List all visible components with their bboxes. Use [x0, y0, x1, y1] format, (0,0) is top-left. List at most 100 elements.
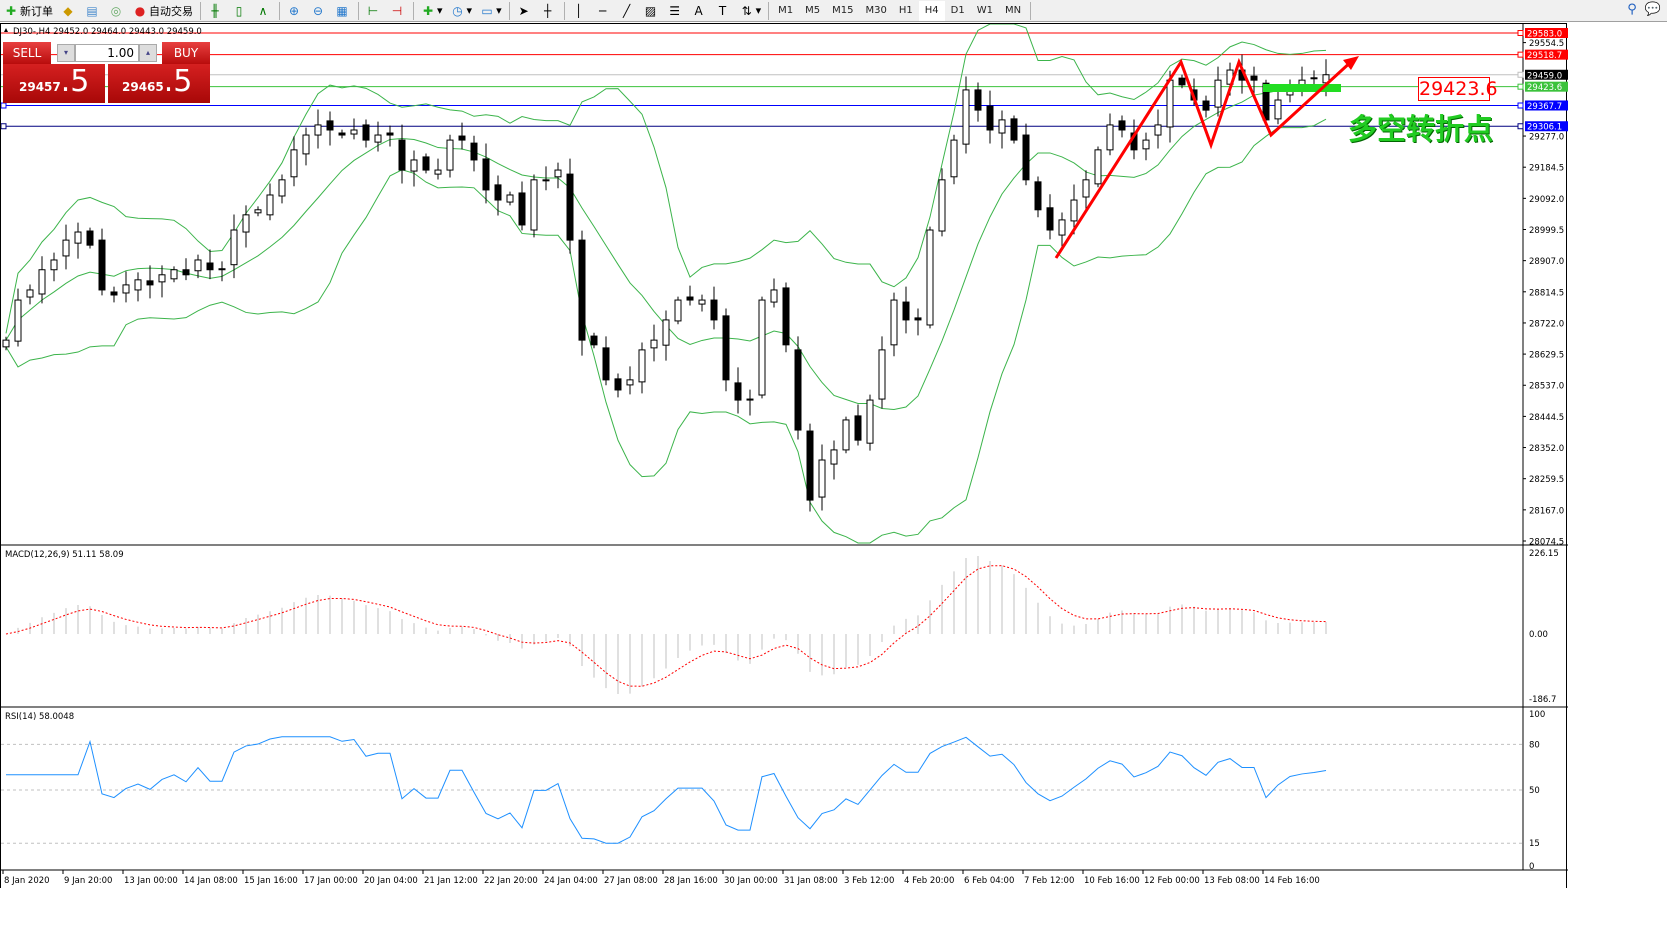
templates-button[interactable]: ▭ ▾ [481, 3, 502, 18]
candle-body [170, 269, 178, 280]
chart-canvas[interactable]: 29583.0 29518.7 29459.0 29423.6 29367.7 29306… [1, 24, 1568, 889]
timeframe-h1[interactable]: H1 [898, 4, 913, 16]
separator [508, 1, 510, 20]
price-level-label: 29367.7 [1527, 102, 1562, 112]
chart-menu-icon[interactable] [4, 28, 8, 32]
candle-body [2, 339, 10, 348]
zoom-out-icon: ⊖ [312, 3, 324, 18]
timeframe-h4[interactable]: H4 [918, 0, 945, 21]
time-tick-label: 9 Jan 20:00 [64, 876, 112, 886]
macd-tick-label: 0.00 [1529, 630, 1548, 640]
candle-body [446, 139, 454, 171]
trend-arrow-line [1054, 57, 1355, 259]
arrows-button[interactable]: ⇅ ▾ [741, 3, 762, 18]
level-handle[interactable] [1517, 123, 1524, 130]
toolbar: ✚ 新订单 ◆ ▤ ◎ ● 自动交易 ╫ ▯ ∧ ⊕ ⊖ ▦ ⊢ ⊣ ✚ ▾ ◷ ▾ ▭… [0, 0, 1667, 22]
candle-body [122, 284, 130, 294]
level-handle[interactable] [1517, 102, 1524, 109]
search-icon[interactable]: ⚲ [1627, 2, 1637, 17]
buy-button[interactable]: BUY [162, 42, 210, 64]
macd-label: MACD(12,26,9) 51.11 58.09 [5, 550, 124, 560]
time-tick-label: 31 Jan 08:00 [784, 876, 838, 886]
timeframe-mn[interactable]: MN [1004, 4, 1022, 16]
level-handle[interactable] [1517, 51, 1524, 58]
bar-chart-icon: ╫ [211, 3, 219, 18]
timeframe-m30[interactable]: M30 [865, 4, 887, 16]
market-watch-button[interactable]: ◆ [57, 1, 81, 21]
time-tick-label: 3 Feb 12:00 [844, 876, 894, 886]
lot-increase-button[interactable]: ▴ [139, 44, 157, 62]
candle-body [962, 89, 970, 145]
periods-button[interactable]: ◷ ▾ [452, 3, 473, 18]
timeframe-w1[interactable]: W1 [976, 4, 993, 16]
candle-body [782, 287, 790, 346]
candle-body [1046, 207, 1054, 231]
lot-input[interactable]: 1.00 [75, 44, 139, 62]
timeframe-m1[interactable]: M1 [778, 4, 794, 16]
candle-body [1058, 219, 1066, 236]
line-chart-icon: ∧ [258, 3, 268, 18]
auto-trading-button[interactable]: ● 自动交易 [134, 3, 193, 18]
separator [1030, 1, 1032, 20]
level-handle[interactable] [1, 102, 7, 109]
line-chart-button[interactable]: ∧ [252, 1, 276, 21]
autoscroll-button[interactable]: ⊣ [386, 1, 410, 21]
chart-window[interactable]: 29583.0 29518.7 29459.0 29423.6 29367.7 29306… [0, 23, 1568, 889]
price-tick-label: 29092.0 [1529, 195, 1564, 205]
candle-body [290, 149, 298, 178]
fibo-lines-button[interactable]: ☰ [664, 1, 688, 21]
text-label-button[interactable]: T [712, 1, 736, 21]
tile-windows-button[interactable]: ▦ [331, 1, 355, 21]
candlestick-button[interactable]: ▯ [228, 1, 252, 21]
zoom-out-button[interactable]: ⊖ [307, 1, 331, 21]
candle-body [206, 262, 214, 271]
sell-price[interactable]: 29457.5 [3, 64, 105, 103]
trendline-button[interactable]: ╱ [616, 1, 640, 21]
lot-decrease-button[interactable]: ▾ [57, 44, 75, 62]
indicators-button[interactable]: ✚ ▾ [422, 3, 443, 18]
candle-body [386, 132, 394, 136]
timeframe-m15[interactable]: M15 [832, 4, 854, 16]
new-order-button[interactable]: ✚ 新订单 [5, 3, 53, 18]
timeframe-d1[interactable]: D1 [950, 4, 965, 16]
arrows-icon: ⇅ [741, 3, 752, 18]
level-handle[interactable] [1517, 30, 1524, 36]
fibonacci-button[interactable]: ▨ [640, 1, 664, 21]
bollinger-middle [5, 84, 1327, 411]
zoom-in-button[interactable]: ⊕ [283, 1, 307, 21]
candle-body [242, 214, 250, 233]
candle-body [626, 379, 634, 386]
crosshair-button[interactable]: ┼ [537, 1, 561, 21]
bar-chart-button[interactable]: ╫ [204, 1, 228, 21]
candle-body [854, 415, 862, 441]
rsi-line [6, 736, 1327, 844]
timeframe-m5[interactable]: M5 [805, 4, 821, 16]
price-level-label: 29423.6 [1527, 83, 1562, 93]
navigator-button[interactable]: ◎ [105, 1, 129, 21]
crosshair-icon: ┼ [543, 3, 552, 18]
chart-shift-button[interactable]: ⊢ [362, 1, 386, 21]
candle-body [1034, 181, 1042, 211]
text-button[interactable]: A [688, 1, 712, 21]
autoscroll-icon: ⊣ [391, 3, 403, 18]
cursor-button[interactable]: ➤ [513, 1, 537, 21]
vertical-line-button[interactable]: │ [568, 1, 592, 21]
price-tick-label: 28629.5 [1529, 351, 1564, 361]
level-handle[interactable] [1517, 71, 1524, 78]
sell-button[interactable]: SELL [3, 42, 51, 64]
horizontal-line-button[interactable]: ─ [592, 1, 616, 21]
cursor-icon: ➤ [518, 3, 529, 18]
macd-tick-label: 226.15 [1529, 549, 1559, 559]
chat-icon[interactable]: 💬 [1644, 2, 1661, 17]
candle-body [614, 378, 622, 391]
data-window-button[interactable]: ▤ [81, 1, 105, 21]
price-level-label: 29306.1 [1527, 123, 1562, 133]
candle-body [74, 231, 82, 244]
candle-body [38, 269, 46, 295]
candle-body [926, 229, 934, 326]
level-handle[interactable] [1, 123, 7, 130]
buy-price[interactable]: 29465.5 [108, 64, 210, 103]
time-tick-label: 4 Feb 20:00 [904, 876, 954, 886]
level-handle[interactable] [1517, 83, 1524, 90]
candle-body [1154, 124, 1162, 136]
